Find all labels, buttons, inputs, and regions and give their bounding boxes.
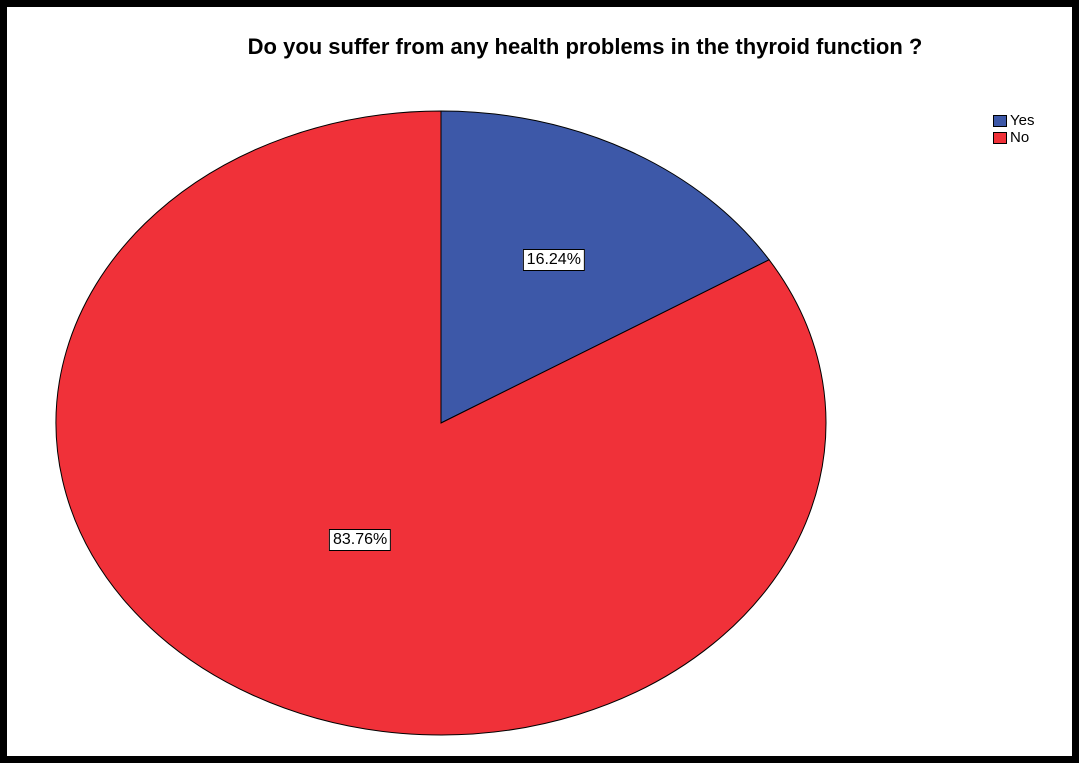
data-label-no: 83.76% bbox=[329, 529, 392, 552]
legend-label-no: No bbox=[1010, 129, 1030, 146]
pie-slice-yes bbox=[440, 110, 770, 424]
legend-label-yes: Yes bbox=[1010, 112, 1035, 129]
legend-swatch-no bbox=[993, 131, 1007, 144]
pie-slice-no bbox=[55, 110, 827, 736]
legend-item-no: No bbox=[993, 129, 1034, 146]
chart-legend: Yes No bbox=[993, 112, 1034, 146]
data-label-yes: 16.24% bbox=[522, 248, 585, 271]
chart-title: Do you suffer from any health problems i… bbox=[247, 34, 923, 59]
legend-item-yes: Yes bbox=[993, 112, 1034, 129]
legend-swatch-yes bbox=[993, 114, 1007, 127]
